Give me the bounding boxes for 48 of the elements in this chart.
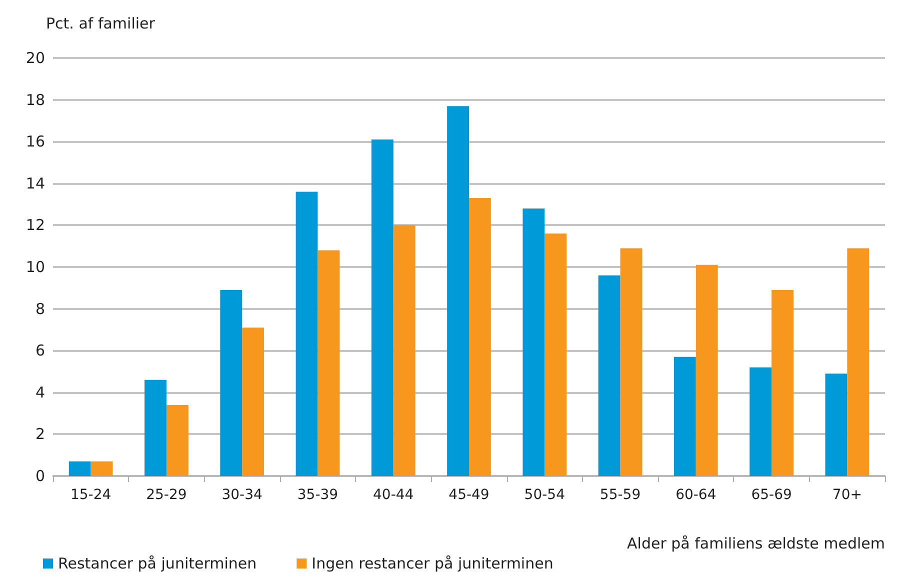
bar xyxy=(772,290,794,476)
y-tick-label: 18 xyxy=(26,90,45,109)
bar xyxy=(393,225,416,476)
bar xyxy=(674,356,696,476)
y-axis-title: Pct. af familier xyxy=(46,14,156,32)
x-tick-label: 60-64 xyxy=(676,487,716,503)
y-tick-label: 12 xyxy=(26,216,45,234)
bar xyxy=(620,248,642,476)
x-tick-label: 65-69 xyxy=(751,487,792,503)
bar xyxy=(371,140,394,476)
x-tick-label: 40-44 xyxy=(373,487,414,503)
x-tick-label: 55-59 xyxy=(600,487,641,503)
x-tick-label: 15-24 xyxy=(70,487,112,503)
bar xyxy=(447,106,469,476)
x-tick-label: 25-29 xyxy=(146,487,187,503)
y-tick-label: 4 xyxy=(35,383,45,402)
bar xyxy=(68,461,91,476)
x-tick-label: 45-49 xyxy=(448,487,490,503)
legend-label: Ingen restancer på juniterminen xyxy=(312,554,554,572)
bar xyxy=(696,264,718,476)
x-axis-title: Alder på familiens ældste medlem xyxy=(627,534,886,552)
bar xyxy=(90,461,113,476)
bar xyxy=(469,198,491,476)
bar xyxy=(598,275,620,476)
x-tick-label: 50-54 xyxy=(524,487,566,503)
bar xyxy=(166,404,188,476)
y-tick-label: 6 xyxy=(35,342,45,360)
bar xyxy=(296,192,318,476)
x-tick-label: 70+ xyxy=(832,487,862,503)
y-tick-label: 0 xyxy=(35,467,45,485)
bar xyxy=(544,234,567,476)
x-tick-label: 30-34 xyxy=(222,487,263,503)
bar xyxy=(522,208,545,476)
legend-label: Restancer på juniterminen xyxy=(58,554,257,572)
bar xyxy=(242,328,264,476)
y-tick-label: 2 xyxy=(35,425,45,444)
y-tick-label: 10 xyxy=(26,258,45,276)
y-tick-label: 16 xyxy=(26,132,45,151)
bar xyxy=(847,248,870,476)
bar xyxy=(220,290,242,476)
bar xyxy=(144,380,166,476)
x-tick-label: 35-39 xyxy=(297,487,338,503)
bar xyxy=(825,374,848,476)
y-tick-label: 8 xyxy=(35,300,45,318)
bar xyxy=(318,250,340,476)
y-tick-label: 14 xyxy=(26,174,45,192)
y-tick-label: 20 xyxy=(26,49,45,67)
bar xyxy=(750,367,772,476)
